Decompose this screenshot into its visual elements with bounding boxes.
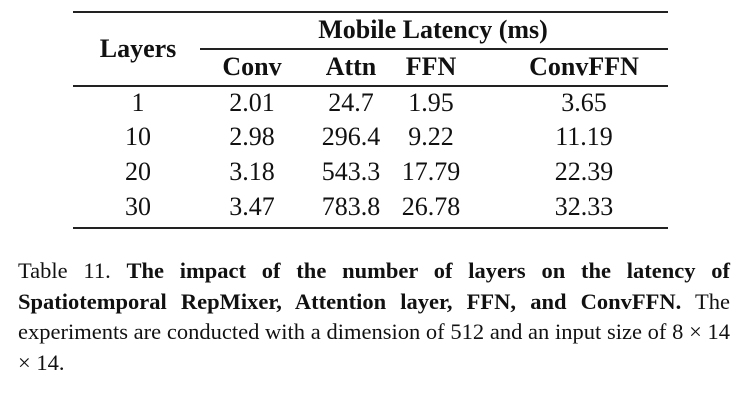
latency-cell: 17.79	[401, 157, 461, 186]
top-rule	[73, 11, 668, 13]
latency-cell: 783.8	[321, 192, 381, 221]
row-layers-cell: 1	[131, 88, 145, 117]
latency-cell: 3.47	[229, 192, 275, 221]
latency-cell: 26.78	[401, 192, 461, 221]
row-header: Layers	[99, 34, 177, 63]
latency-cell: 543.3	[321, 157, 381, 186]
row-layers-cell: 20	[125, 157, 151, 186]
latency-cell: 2.98	[229, 122, 275, 151]
col-header-conv: Conv	[222, 52, 282, 81]
row-layers-cell: 30	[125, 192, 151, 221]
row-layers-cell: 10	[125, 122, 151, 151]
latency-cell: 2.01	[229, 88, 275, 117]
caption-bold: The impact of the number of layers on th…	[18, 258, 731, 314]
table-caption: Table 11. The impact of the number of la…	[18, 256, 730, 378]
latency-cell: 1.95	[408, 88, 454, 117]
latency-cell: 24.7	[328, 88, 374, 117]
group-rule	[200, 48, 668, 50]
latency-cell: 9.22	[408, 122, 454, 151]
latency-cell: 11.19	[555, 122, 613, 151]
bottom-rule	[73, 227, 668, 229]
latency-cell: 32.33	[554, 192, 614, 221]
group-header: Mobile Latency (ms)	[318, 15, 548, 44]
col-header-convffn: ConvFFN	[529, 52, 639, 81]
latency-cell: 3.65	[561, 88, 607, 117]
latency-cell: 3.18	[229, 157, 275, 186]
col-header-ffn: FFN	[405, 52, 457, 81]
col-header-attn: Attn	[325, 52, 377, 81]
caption-text: The experiments are conducted with a dim…	[18, 288, 731, 375]
latency-cell: 296.4	[321, 122, 381, 151]
header-rule	[73, 85, 668, 87]
caption-label: Table 11.	[18, 258, 111, 283]
latency-cell: 22.39	[554, 157, 614, 186]
